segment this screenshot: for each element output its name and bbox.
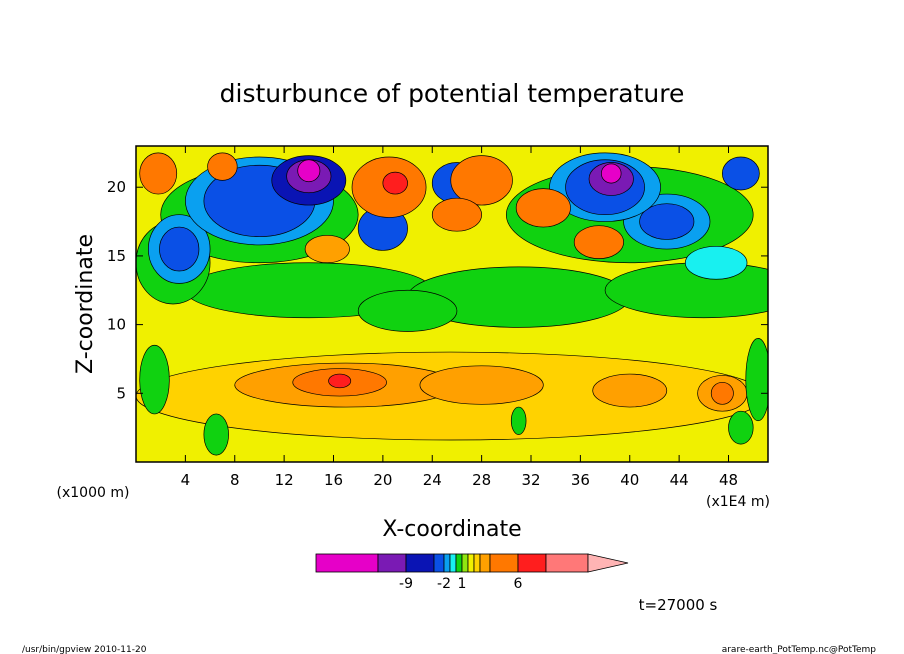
field-contour-region — [207, 152, 238, 181]
field-contour-region — [515, 188, 571, 228]
colorbar-segment — [479, 553, 491, 573]
x-tick-label: 36 — [571, 471, 590, 489]
field-contour-region — [139, 344, 170, 415]
field-contour-region — [357, 289, 458, 332]
field-contour-region — [419, 365, 544, 405]
x-tick-label: 48 — [719, 471, 738, 489]
x-tick-label: 44 — [670, 471, 689, 489]
colorbar-segment — [433, 553, 445, 573]
colorbar-segment — [545, 553, 589, 573]
colorbar-tick-label: -2 — [437, 576, 451, 592]
colorbar-segment — [467, 553, 475, 573]
field-contour-region — [592, 373, 668, 408]
colorbar-tick-label: 6 — [514, 576, 523, 592]
field-contour-region — [684, 245, 748, 280]
y-tick-label: 10 — [107, 316, 126, 334]
chart-title: disturbunce of potential temperature — [220, 79, 685, 108]
footer-right: arare-earth_PotTemp.nc@PotTemp — [722, 645, 877, 654]
field-contour-region — [601, 163, 622, 184]
x-tick-label: 28 — [472, 471, 491, 489]
colorbar-segment — [315, 553, 379, 573]
x-unit-label: (x1000 m) — [57, 485, 130, 501]
colorbar-extension-arrow — [587, 553, 629, 573]
x-tick-label: 32 — [521, 471, 540, 489]
y-axis-label: Z-coordinate — [73, 234, 98, 374]
colorbar — [315, 553, 629, 573]
colorbar-tick-labels: -9 -2 1 6 — [399, 576, 523, 592]
y-tick-label: 20 — [107, 178, 126, 196]
field-contour-region — [745, 338, 768, 422]
x-tick-label: 12 — [275, 471, 294, 489]
colorbar-segment — [517, 553, 547, 573]
field-contour-region — [510, 406, 527, 435]
field-contour-region — [728, 410, 754, 445]
x-axis: 4 8 12 16 20 24 28 32 36 40 44 48 — [181, 146, 738, 489]
colorbar-segment — [473, 553, 481, 573]
colorbar-segment — [455, 553, 463, 573]
x-scale-label: (x1E4 m) — [706, 494, 770, 510]
x-tick-label: 4 — [181, 471, 191, 489]
colorbar-segment — [461, 553, 469, 573]
y-tick-label: 15 — [107, 247, 126, 265]
x-tick-label: 8 — [230, 471, 240, 489]
field-contour-region — [721, 156, 760, 191]
field-contour-region — [297, 159, 321, 183]
plot-frame — [135, 145, 769, 463]
colorbar-tick-label: -9 — [399, 576, 413, 592]
x-tick-label: 40 — [620, 471, 639, 489]
x-tick-label: 24 — [423, 471, 442, 489]
field-contour-region — [639, 203, 695, 240]
field-contour-region — [431, 197, 482, 232]
footer-left: /usr/bin/gpview 2010-11-20 — [22, 645, 147, 654]
heatmap-area — [136, 146, 768, 462]
colorbar-tick-label: 1 — [458, 576, 467, 592]
field-contour-region — [328, 373, 352, 389]
time-label: t=27000 s — [639, 596, 718, 614]
field-blobs — [136, 152, 768, 456]
x-axis-label: X-coordinate — [382, 517, 521, 542]
colorbar-segment — [489, 553, 519, 573]
x-tick-label: 16 — [324, 471, 343, 489]
field-contour-region — [304, 234, 350, 264]
field-contour-region — [382, 171, 408, 195]
y-axis: 5 10 15 20 — [107, 178, 768, 402]
colorbar-segment — [443, 553, 451, 573]
field-contour-region — [450, 155, 513, 206]
colorbar-segment — [449, 553, 457, 573]
field-contour-region — [203, 413, 229, 456]
field-contour-region — [139, 152, 178, 195]
field-contour-region — [710, 381, 734, 405]
colorbar-segment — [377, 553, 407, 573]
field-contour-region — [573, 225, 624, 260]
x-tick-label: 20 — [373, 471, 392, 489]
field-contour-region — [159, 226, 200, 272]
colorbar-segment — [405, 553, 435, 573]
y-tick-label: 5 — [116, 384, 126, 402]
